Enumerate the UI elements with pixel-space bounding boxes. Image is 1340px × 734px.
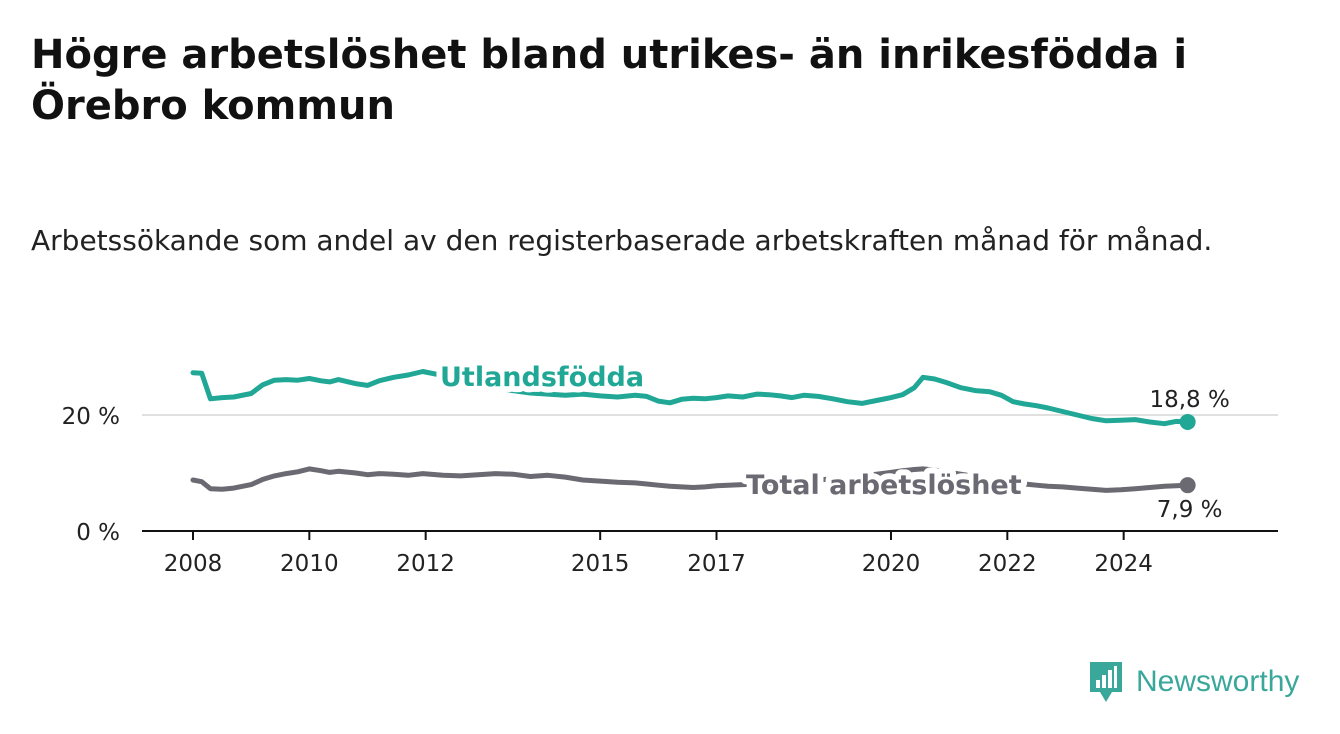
series-layer [190,369,1196,494]
series-line [190,369,1191,427]
series-end-marker [1179,477,1196,494]
series-line [190,466,1191,493]
series-name-halo: Total arbetslöshet [746,470,1022,501]
x-tick-label: 2012 [396,551,455,577]
series-end-label: 18,8 % [1149,387,1229,413]
newsworthy-logo-icon [1090,662,1122,702]
newsworthy-brand: Newsworthy [1088,660,1299,704]
chart-subtitle: Arbetssökande som andel av den registerb… [31,224,1213,257]
y-tick-label: 0 % [76,520,120,546]
y-tick-label: 20 % [62,404,120,430]
label-layer: 18,8 %7,9 %UtlandsföddaUtlandsföddaTotal… [434,356,1230,523]
x-tick-label: 2015 [571,551,630,577]
line-chart: 0 %20 %2008 2010 2012 2015 2017 2020 2022 2024 … [62,356,1278,577]
x-tick-label: 2010 [280,551,339,577]
series-end-marker [1179,413,1196,430]
series-end-label: 7,9 % [1157,497,1223,523]
chart-title: Högre arbetslöshet bland utrikes- än inr… [31,32,1188,129]
x-tick-label: 2017 [687,551,746,577]
x-tick-label: 2024 [1094,551,1153,577]
series-name-label: Utlandsfödda [440,362,644,393]
brand-name: Newsworthy [1136,665,1300,698]
series-name-label: Total arbetslöshet [746,470,1022,501]
x-tick-label: 2022 [978,551,1037,577]
x-tick-label: 2008 [164,551,223,577]
series-name-halo: Utlandsfödda [440,362,644,393]
axis-layer: 0 % 20 % 2008 2010 2012 2015 2017 2020 2022 2024 [62,404,1278,577]
x-tick-label: 2020 [862,551,921,577]
